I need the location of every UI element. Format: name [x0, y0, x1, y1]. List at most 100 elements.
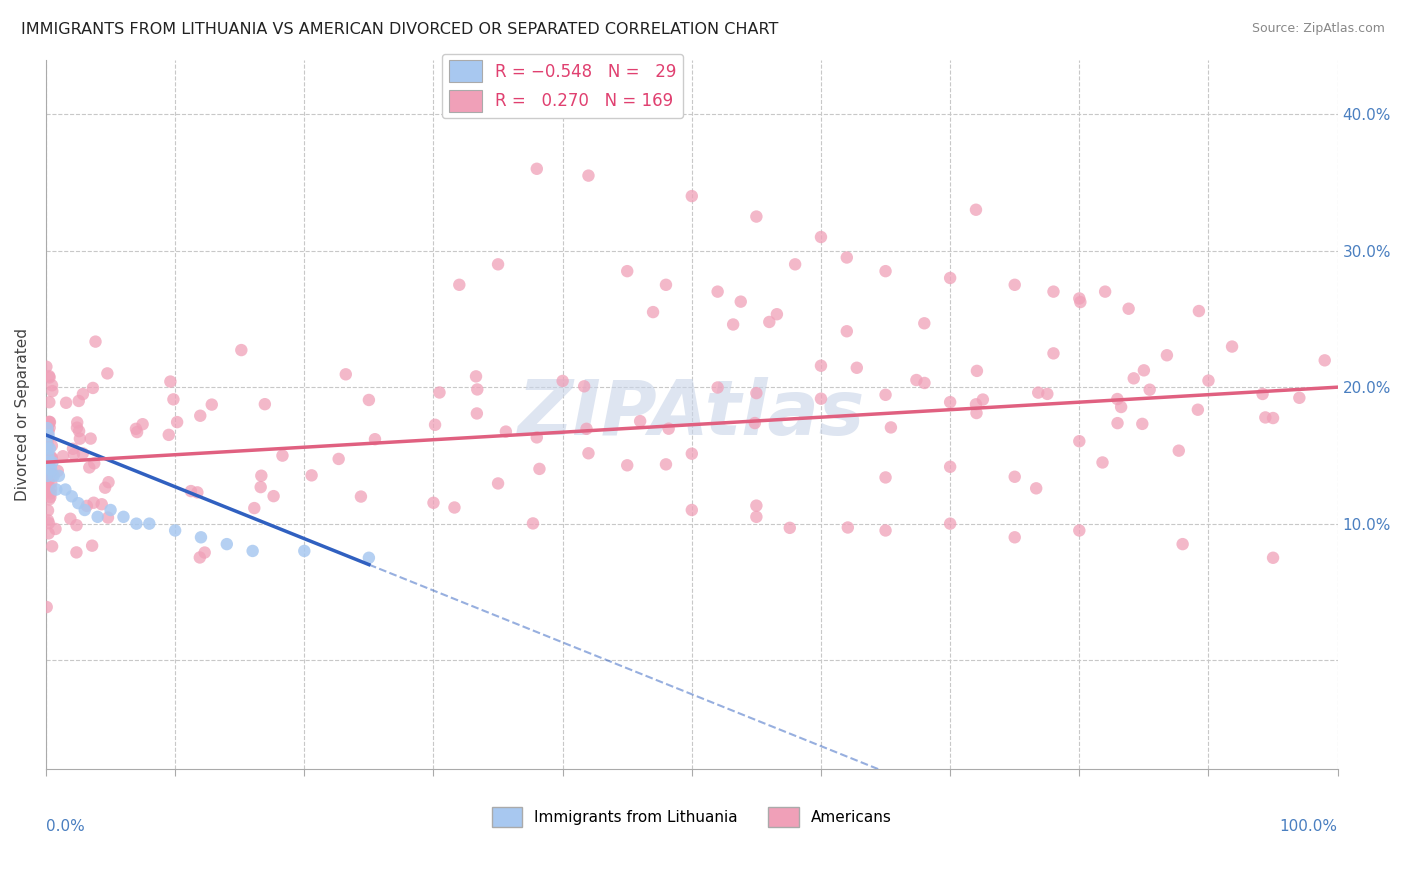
- Point: [1025, 481, 1047, 495]
- Point: [35, 359, 58, 374]
- Text: Source: ZipAtlas.com: Source: ZipAtlas.com: [1251, 22, 1385, 36]
- Point: [67, 393, 90, 408]
- Point: [1167, 443, 1189, 458]
- Point: [357, 550, 380, 565]
- Point: [965, 397, 987, 411]
- Point: [1188, 304, 1211, 318]
- Point: [39, 466, 62, 480]
- Point: [38, 369, 60, 384]
- Point: [83, 456, 105, 470]
- Point: [1130, 417, 1153, 431]
- Point: [578, 446, 600, 460]
- Point: [966, 406, 988, 420]
- Point: [37, 503, 59, 517]
- Point: [1220, 340, 1243, 354]
- Point: [215, 537, 238, 551]
- Point: [37, 484, 59, 499]
- Point: [38, 395, 60, 409]
- Point: [1109, 400, 1132, 414]
- Point: [38, 428, 60, 442]
- Point: [65, 518, 87, 533]
- Point: [328, 452, 350, 467]
- Point: [449, 277, 471, 292]
- Point: [72, 446, 94, 460]
- Point: [572, 379, 595, 393]
- Point: [745, 499, 768, 513]
- Text: ZIPAtlas: ZIPAtlas: [519, 377, 866, 451]
- Point: [38, 450, 60, 465]
- Point: [38, 425, 60, 439]
- Point: [82, 381, 104, 395]
- Point: [35, 456, 58, 470]
- Point: [486, 476, 509, 491]
- Point: [616, 458, 638, 473]
- Point: [194, 545, 217, 559]
- Point: [939, 271, 962, 285]
- Point: [745, 386, 768, 401]
- Point: [67, 496, 90, 510]
- Text: 100.0%: 100.0%: [1279, 819, 1337, 834]
- Point: [38, 370, 60, 384]
- Point: [875, 264, 897, 278]
- Point: [37, 438, 59, 452]
- Point: [745, 210, 768, 224]
- Point: [41, 451, 63, 466]
- Point: [186, 485, 208, 500]
- Point: [628, 414, 651, 428]
- Point: [66, 416, 89, 430]
- Point: [65, 545, 87, 559]
- Point: [912, 316, 935, 330]
- Point: [157, 428, 180, 442]
- Point: [86, 509, 108, 524]
- Point: [641, 305, 664, 319]
- Point: [37, 417, 59, 432]
- Point: [62, 442, 84, 456]
- Point: [875, 524, 897, 538]
- Point: [1156, 348, 1178, 362]
- Point: [681, 503, 703, 517]
- Point: [79, 432, 101, 446]
- Point: [37, 481, 59, 495]
- Point: [1069, 524, 1091, 538]
- Point: [188, 409, 211, 423]
- Point: [522, 516, 544, 531]
- Point: [38, 420, 60, 434]
- Point: [37, 421, 59, 435]
- Point: [1069, 434, 1091, 449]
- Point: [1254, 410, 1277, 425]
- Point: [1069, 295, 1091, 310]
- Point: [1036, 387, 1059, 401]
- Point: [1261, 550, 1284, 565]
- Point: [97, 475, 120, 490]
- Point: [785, 257, 807, 271]
- Point: [166, 415, 188, 429]
- Point: [69, 432, 91, 446]
- Point: [190, 530, 212, 544]
- Text: 0.0%: 0.0%: [46, 819, 84, 834]
- Point: [162, 392, 184, 407]
- Point: [730, 294, 752, 309]
- Point: [37, 513, 59, 527]
- Point: [1094, 285, 1116, 299]
- Text: IMMIGRANTS FROM LITHUANIA VS AMERICAN DIVORCED OR SEPARATED CORRELATION CHART: IMMIGRANTS FROM LITHUANIA VS AMERICAN DI…: [21, 22, 779, 37]
- Point: [1198, 374, 1220, 388]
- Point: [35, 600, 58, 615]
- Point: [429, 385, 451, 400]
- Point: [1171, 537, 1194, 551]
- Point: [1026, 385, 1049, 400]
- Point: [779, 521, 801, 535]
- Point: [578, 169, 600, 183]
- Point: [914, 376, 936, 390]
- Point: [249, 480, 271, 494]
- Point: [39, 475, 62, 490]
- Point: [90, 497, 112, 511]
- Point: [41, 455, 63, 469]
- Point: [486, 257, 509, 271]
- Point: [364, 432, 387, 446]
- Point: [845, 360, 868, 375]
- Point: [112, 509, 135, 524]
- Point: [658, 422, 681, 436]
- Point: [1069, 292, 1091, 306]
- Point: [38, 442, 60, 456]
- Point: [965, 202, 987, 217]
